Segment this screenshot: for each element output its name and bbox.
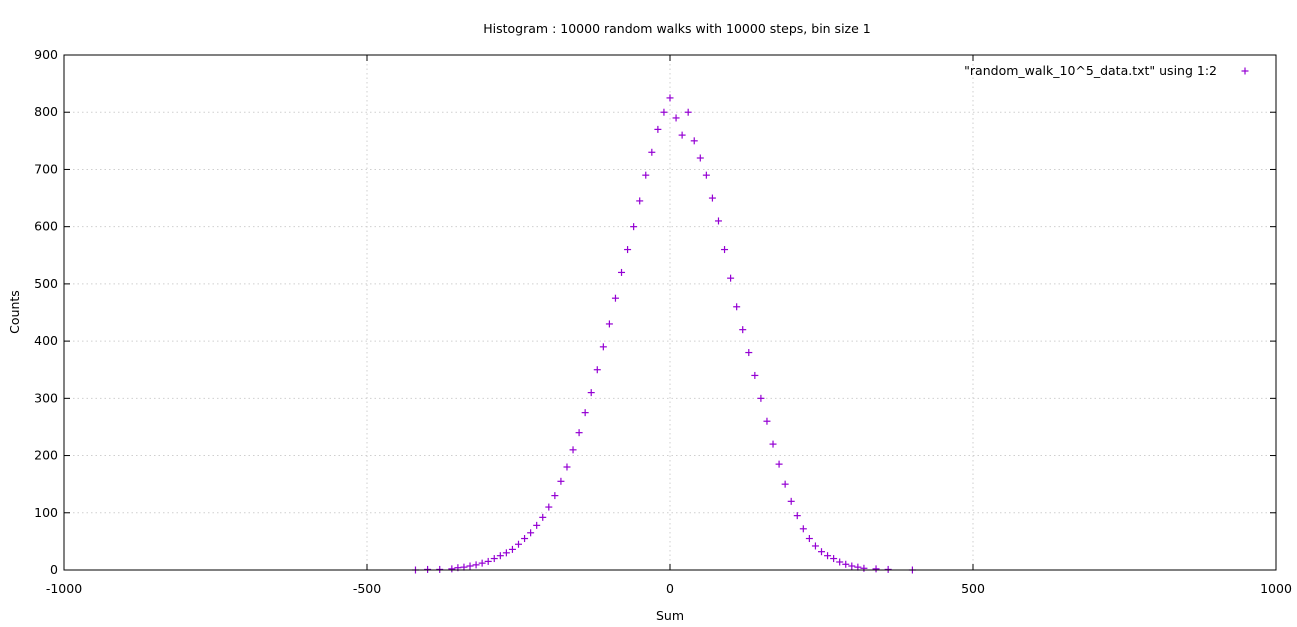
- data-point: [684, 108, 692, 116]
- data-point: [521, 535, 529, 543]
- data-point: [508, 545, 516, 553]
- data-point: [702, 171, 710, 179]
- data-point: [787, 497, 795, 505]
- data-point: [708, 194, 716, 202]
- data-point: [757, 394, 765, 402]
- data-point: [805, 535, 813, 543]
- data-point: [539, 513, 547, 521]
- data-point: [618, 268, 626, 276]
- data-point: [533, 521, 541, 529]
- chart-title: Histogram : 10000 random walks with 1000…: [483, 21, 870, 36]
- data-point: [527, 529, 535, 537]
- data-point: [842, 560, 850, 568]
- legend-marker: [1241, 67, 1249, 75]
- legend-label: "random_walk_10^5_data.txt" using 1:2: [964, 63, 1217, 78]
- axis-ticks: 0 100 200 300 400 500 600 700 800 900 -1000 -500 0 50…: [34, 47, 1292, 596]
- data-point: [811, 542, 819, 550]
- y-tick-label: 500: [34, 276, 58, 291]
- x-tick-label: 0: [666, 581, 674, 596]
- data-point: [775, 460, 783, 468]
- y-tick-label: 900: [34, 47, 58, 62]
- data-point: [484, 557, 492, 565]
- data-point: [593, 366, 601, 374]
- data-point: [448, 565, 456, 573]
- data-point: [624, 246, 632, 254]
- data-point: [563, 463, 571, 471]
- data-point: [545, 503, 553, 511]
- data-point: [472, 561, 480, 569]
- data-point: [581, 409, 589, 417]
- x-tick-label: -1000: [46, 581, 82, 596]
- data-point: [672, 114, 680, 122]
- y-tick-label: 100: [34, 505, 58, 520]
- y-tick-label: 600: [34, 219, 58, 234]
- y-axis-title: Counts: [7, 290, 22, 334]
- data-point: [666, 94, 674, 102]
- data-point: [557, 477, 565, 485]
- data-point: [654, 125, 662, 133]
- x-tick-label: 1000: [1260, 581, 1292, 596]
- data-point: [860, 564, 868, 572]
- data-point: [466, 562, 474, 570]
- data-point: [714, 217, 722, 225]
- data-point: [569, 446, 577, 454]
- data-point: [739, 326, 747, 334]
- data-point: [599, 343, 607, 351]
- data-point: [690, 137, 698, 145]
- data-point: [648, 148, 656, 156]
- data-point: [515, 540, 522, 548]
- data-point: [478, 559, 486, 567]
- data-point: [436, 565, 444, 573]
- x-tick-label: 500: [961, 581, 985, 596]
- y-tick-label: 300: [34, 390, 58, 405]
- data-point: [818, 548, 825, 556]
- data-point: [660, 108, 668, 116]
- x-axis-title: Sum: [656, 608, 684, 623]
- data-point: [424, 565, 432, 573]
- data-point: [642, 171, 650, 179]
- data-point: [678, 131, 686, 139]
- data-point: [630, 223, 638, 231]
- data-point: [721, 246, 729, 254]
- data-point: [854, 563, 862, 571]
- data-point: [751, 371, 759, 379]
- legend: "random_walk_10^5_data.txt" using 1:2: [964, 63, 1249, 78]
- data-point: [696, 154, 704, 162]
- data-point: [460, 563, 468, 571]
- data-point: [605, 320, 613, 328]
- data-point: [575, 429, 583, 437]
- data-point: [781, 480, 789, 488]
- grid: [64, 55, 1276, 570]
- y-tick-label: 400: [34, 333, 58, 348]
- data-point: [551, 492, 559, 500]
- data-point: [745, 349, 753, 357]
- data-point: [872, 565, 880, 573]
- data-point: [769, 440, 777, 448]
- y-tick-label: 0: [50, 562, 58, 577]
- data-point: [824, 552, 832, 560]
- data-point: [793, 512, 801, 520]
- data-point: [763, 417, 771, 425]
- data-points: [411, 94, 916, 574]
- data-point: [884, 565, 892, 573]
- data-point: [727, 274, 735, 282]
- data-point: [502, 549, 510, 557]
- data-point: [496, 552, 504, 560]
- data-point: [848, 562, 856, 570]
- y-tick-label: 200: [34, 448, 58, 463]
- data-point: [799, 525, 807, 533]
- x-tick-label: -500: [353, 581, 381, 596]
- data-point: [587, 389, 595, 397]
- data-point: [830, 555, 838, 563]
- data-point: [490, 555, 498, 563]
- legend-marker-glyph: [1241, 67, 1249, 75]
- data-point: [611, 294, 619, 302]
- data-point: [733, 303, 741, 311]
- y-tick-label: 700: [34, 161, 58, 176]
- data-point: [636, 197, 644, 205]
- data-point: [836, 558, 844, 566]
- y-tick-label: 800: [34, 104, 58, 119]
